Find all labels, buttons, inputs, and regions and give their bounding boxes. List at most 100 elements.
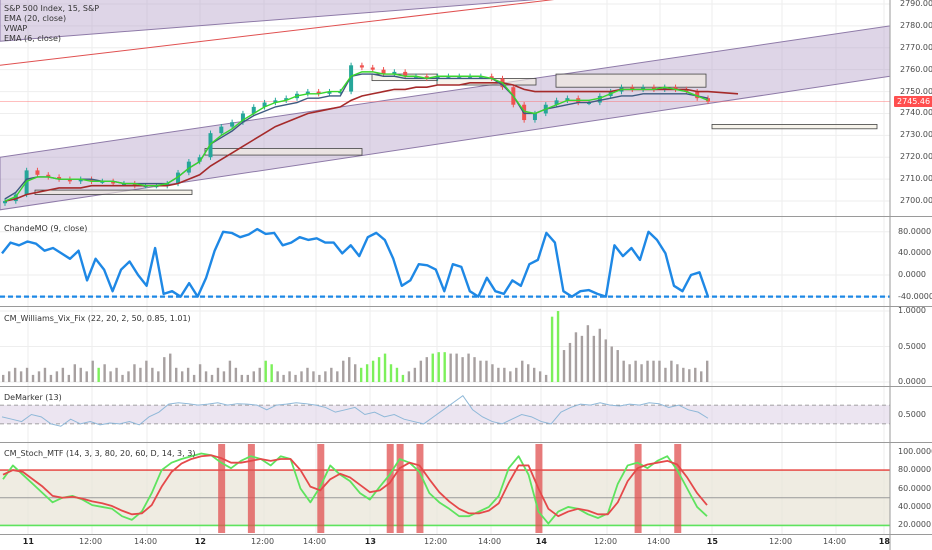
- demarker-pane[interactable]: [0, 394, 890, 427]
- candle-body: [403, 71, 408, 77]
- vix-bar: [365, 364, 369, 382]
- vix-bar: [550, 316, 554, 382]
- time-tick-label: 14:00: [478, 537, 502, 546]
- vix-bar: [437, 352, 440, 382]
- vix-bar: [485, 360, 488, 382]
- candle-body: [565, 98, 570, 101]
- vix-bar: [503, 367, 506, 382]
- chart-title: S&P 500 Index, 15, S&P: [4, 4, 100, 13]
- vix-bar: [562, 350, 566, 382]
- vix-bar: [461, 357, 464, 382]
- time-tick-label: 12:00: [769, 537, 793, 546]
- time-tick-label: 14:00: [823, 537, 847, 546]
- candle-body: [359, 65, 364, 68]
- price-legend: S&P 500 Index, 15, S&P EMA (20, close) V…: [4, 4, 99, 44]
- candle-body: [219, 126, 224, 134]
- vix-bar: [431, 353, 434, 382]
- time-tick-label: 12:00: [79, 537, 103, 546]
- vix-bar: [139, 367, 142, 382]
- vix-bar: [682, 367, 685, 382]
- chande-momentum-pane[interactable]: [0, 227, 890, 298]
- main-channel: [0, 25, 891, 211]
- time-tick-label: 11: [22, 537, 34, 546]
- vix-bar: [216, 367, 220, 382]
- candle-body: [349, 65, 354, 92]
- price-tick-label: 2790.00: [900, 0, 932, 8]
- candle-body: [3, 201, 7, 204]
- regression-channels: [0, 0, 891, 211]
- time-tick-label: 15: [706, 537, 718, 546]
- stoch-tick-label: 100.0000: [898, 446, 932, 456]
- vix-bar: [497, 367, 500, 382]
- vix-bar: [79, 367, 82, 382]
- vix-bar: [652, 360, 655, 382]
- vix-bar: [318, 374, 321, 382]
- vix-bar: [252, 371, 255, 382]
- vix-bar: [509, 371, 512, 382]
- upper-channel: [0, 0, 538, 42]
- vix-bar: [121, 374, 124, 382]
- vix-bar: [336, 371, 339, 382]
- vix-bar: [670, 360, 673, 382]
- vix-bar: [527, 364, 530, 382]
- vix-bar: [31, 374, 35, 382]
- price-pane[interactable]: [3, 62, 739, 206]
- vix-bar: [628, 364, 631, 382]
- williams-vix-fix-pane[interactable]: [2, 311, 709, 382]
- vix-bar: [109, 371, 112, 382]
- candle-body: [413, 76, 418, 78]
- vix-bar: [330, 367, 333, 382]
- candle-body: [78, 179, 83, 182]
- range-box: [711, 124, 878, 130]
- resistance-line: [0, 0, 555, 66]
- vix-bar: [622, 360, 625, 382]
- candle-body: [165, 183, 170, 186]
- vix-bar: [443, 352, 446, 382]
- vix-bar: [449, 353, 452, 382]
- candle-body: [46, 174, 51, 177]
- time-tick-label: 14:00: [134, 537, 158, 546]
- time-tick-label: 12:00: [594, 537, 618, 546]
- candle-body: [305, 91, 310, 94]
- vix-bar: [419, 360, 423, 382]
- vix-bar: [467, 353, 470, 382]
- candle-body: [327, 91, 332, 94]
- candle-body: [121, 183, 126, 186]
- candle-body: [381, 69, 386, 75]
- vix-bar: [115, 367, 118, 382]
- time-tick-label: 12: [194, 537, 206, 546]
- price-tick-label: 2730.00: [900, 130, 932, 140]
- vix-bar: [521, 360, 524, 382]
- vix-bar: [455, 353, 458, 382]
- vix-bar: [294, 374, 297, 382]
- vix-bar: [568, 342, 572, 382]
- time-tick-label: 12:00: [251, 537, 275, 546]
- vix-bar: [694, 367, 697, 382]
- ema6-legend: EMA (6, close): [4, 34, 61, 43]
- demarker-tick-label: 0.5000: [898, 409, 926, 419]
- vix-bar: [264, 360, 267, 382]
- stoch-signal-bar: [634, 444, 642, 533]
- stochastic-mtf-pane[interactable]: [0, 444, 890, 533]
- vix-bar: [157, 371, 160, 382]
- candle-body: [186, 161, 191, 173]
- time-tick-label: 14:00: [647, 537, 671, 546]
- vix-bar: [37, 371, 41, 382]
- vix-bar: [383, 353, 387, 382]
- series-ema-6-close-: [4, 71, 709, 202]
- vix-bar: [616, 350, 619, 382]
- range-box: [555, 73, 707, 88]
- range-box: [204, 148, 363, 156]
- vix-bar: [85, 371, 88, 382]
- candle-body: [338, 91, 343, 94]
- price-tick-label: 2770.00: [900, 42, 932, 52]
- series-ema-20-close-: [4, 82, 708, 202]
- vwap-legend: VWAP: [4, 24, 28, 33]
- vix-bar: [700, 371, 703, 382]
- vix-legend: CM_Williams_Vix_Fix (22, 20, 2, 50, 0.85…: [4, 314, 191, 323]
- candle-body: [35, 170, 40, 175]
- vix-bar: [479, 360, 482, 382]
- cmo-tick-label: 40.0000: [898, 248, 932, 258]
